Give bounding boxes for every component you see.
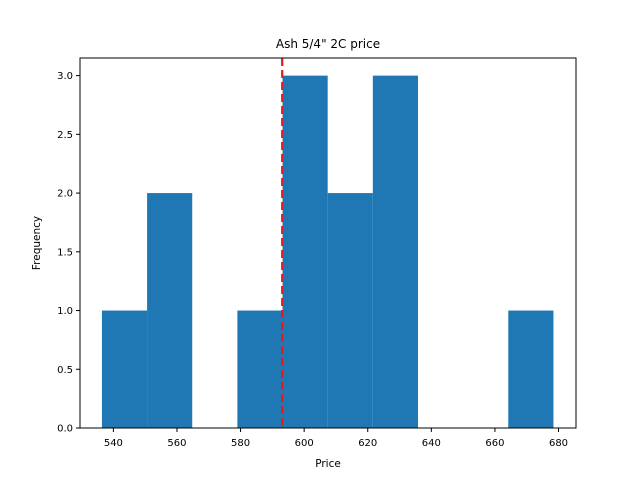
y-tick-label: 1.5 xyxy=(57,247,73,258)
histogram-bar-6 xyxy=(372,75,418,428)
histogram-bar-9 xyxy=(508,310,554,428)
y-axis-label: Frequency xyxy=(31,216,43,270)
x-axis-ticks: 540 560 580 600 620 640 660 680 xyxy=(104,428,568,449)
x-tick-label: 580 xyxy=(231,438,250,449)
x-tick-label: 600 xyxy=(295,438,314,449)
y-tick-label: 2.5 xyxy=(57,130,73,141)
y-axis-ticks: 0.0 0.5 1.0 1.5 2.0 2.5 3.0 xyxy=(57,71,80,435)
x-tick-label: 660 xyxy=(485,438,504,449)
y-tick-label: 1.0 xyxy=(57,306,73,317)
chart-title: Ash 5/4" 2C price xyxy=(276,37,380,51)
histogram-bar-4 xyxy=(282,75,328,428)
histogram-bar-3 xyxy=(237,310,283,428)
histogram-bar-1 xyxy=(147,193,193,428)
x-tick-label: 680 xyxy=(549,438,568,449)
x-tick-label: 640 xyxy=(422,438,441,449)
x-tick-label: 540 xyxy=(104,438,123,449)
y-tick-label: 3.0 xyxy=(57,71,73,82)
histogram-bar-0 xyxy=(101,310,148,428)
x-tick-label: 560 xyxy=(167,438,186,449)
y-tick-label: 0.0 xyxy=(57,424,73,435)
histogram-bar-5 xyxy=(327,193,373,428)
plot-frame xyxy=(79,57,577,429)
y-tick-label: 0.5 xyxy=(57,365,73,376)
x-axis-label: Price xyxy=(315,458,341,470)
histogram-bars xyxy=(101,75,554,428)
x-tick-label: 620 xyxy=(358,438,377,449)
y-tick-label: 2.0 xyxy=(57,189,73,200)
